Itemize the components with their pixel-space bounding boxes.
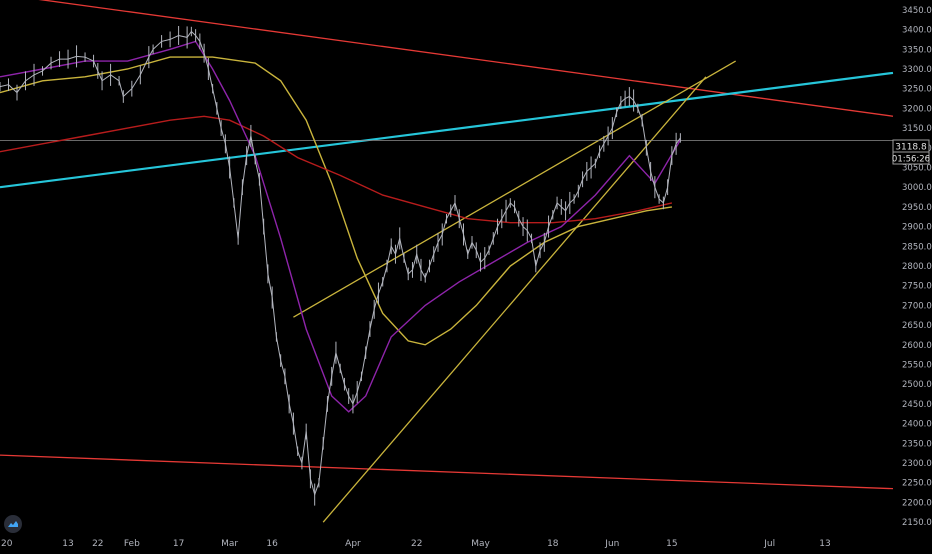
y-tick-label: 3400.0 [902,26,932,36]
last-price-label: 3118.8 [895,143,927,153]
y-tick-label: 2650.0 [902,321,932,331]
x-tick-label: 22 [92,539,103,549]
y-tick-label: 3350.0 [902,45,932,55]
x-tick-label: 13 [819,539,830,549]
countdown-label: 01:56:26 [892,155,930,165]
x-tick-label: 20 [1,539,13,549]
x-tick-label: 13 [62,539,73,549]
y-tick-label: 2150.0 [902,518,932,528]
y-tick-label: 3050.0 [902,163,932,173]
countdown-box [892,151,930,165]
y-tick-label: 2200.0 [902,498,932,508]
trend-line-2[interactable] [0,71,894,189]
y-tick-label: 3300.0 [902,65,932,75]
ma-purple-line[interactable] [0,40,682,413]
y-tick-label: 2350.0 [902,439,932,449]
x-tick-label: Jun [604,539,619,549]
trend-lines-layer [0,0,894,523]
y-tick-label: 2800.0 [902,262,932,272]
y-tick-label: 2250.0 [902,479,932,489]
y-tick-label: 3200.0 [902,104,932,114]
price-series-layer [0,26,681,506]
x-tick-label: Apr [345,539,361,549]
trend-line-4[interactable] [293,60,736,318]
y-tick-label: 2600.0 [902,341,932,351]
y-tick-label: 2550.0 [902,361,932,371]
y-tick-label: 2500.0 [902,380,932,390]
y-tick-label: 2400.0 [902,420,932,430]
y-tick-label: 2900.0 [902,223,932,233]
y-tick-label: 2750.0 [902,282,932,292]
y-axis[interactable]: 3450.0 3400.0 3350.0 3300.0 3250.0 3200.0 3150… [902,6,932,528]
x-tick-label: 18 [547,539,559,549]
x-tick-label: May [471,539,490,549]
y-tick-label: 2450.0 [902,400,932,410]
x-tick-label: Mar [221,539,238,549]
y-tick-label: 3150.0 [902,124,932,134]
trend-line-3[interactable] [0,454,894,490]
price-labels: 3118.8 01:56:26 [892,139,930,165]
x-tick-label: 22 [411,539,422,549]
x-tick-label: Jul [763,539,775,549]
y-tick-label: 3000.0 [902,183,932,193]
x-tick-label: 16 [266,539,278,549]
y-tick-label: 3250.0 [902,85,932,95]
x-tick-label: 15 [666,539,677,549]
y-tick-label: 2300.0 [902,459,932,469]
y-tick-label: 3450.0 [902,6,932,16]
x-tick-label: Feb [124,539,140,549]
y-tick-label: 2850.0 [902,242,932,252]
x-tick-label: 17 [173,539,184,549]
tradingview-logo-icon[interactable] [4,515,22,533]
trend-line-1[interactable] [0,0,894,117]
y-tick-label: 2700.0 [902,301,932,311]
trend-line-5[interactable] [322,76,707,523]
ma-red-line[interactable] [0,115,673,224]
y-tick-label: 2950.0 [902,203,932,213]
x-axis[interactable]: 20 13 22 Feb 17 Mar 16 Apr 22 May 18 Jun 15 Jul 13 [1,539,831,549]
